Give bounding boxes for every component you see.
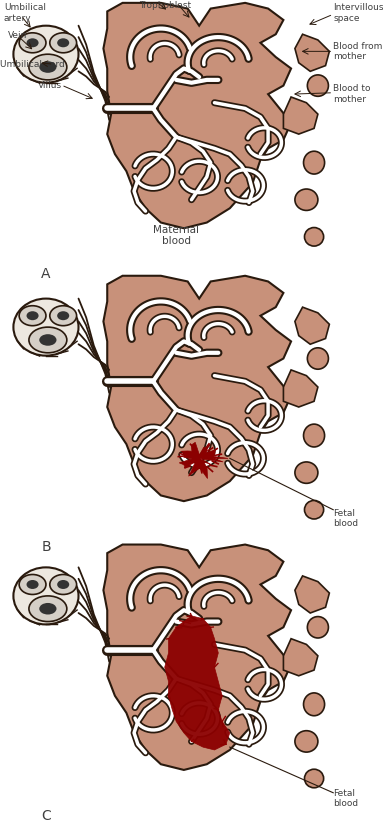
Ellipse shape [295,462,318,483]
Text: Blood to
mother: Blood to mother [333,84,371,104]
Text: Villus: Villus [38,81,62,90]
Polygon shape [295,576,329,613]
Polygon shape [283,370,318,407]
Text: Umbilical cord: Umbilical cord [0,60,65,69]
Polygon shape [179,442,228,479]
Polygon shape [283,638,318,676]
Polygon shape [295,34,329,71]
Ellipse shape [13,567,79,624]
Ellipse shape [295,731,318,752]
Text: A: A [41,267,51,281]
Polygon shape [103,2,291,228]
Ellipse shape [39,334,57,346]
Polygon shape [283,97,318,134]
Ellipse shape [295,189,318,210]
Ellipse shape [50,33,77,53]
Ellipse shape [307,348,329,369]
Ellipse shape [13,26,79,83]
Text: Vein: Vein [8,31,27,41]
Ellipse shape [303,424,325,447]
Ellipse shape [26,580,39,589]
Ellipse shape [57,311,69,320]
Ellipse shape [304,500,324,519]
Text: Blood from
mother: Blood from mother [333,41,383,61]
Ellipse shape [50,306,77,326]
Ellipse shape [29,55,67,80]
Ellipse shape [50,575,77,595]
Ellipse shape [57,38,69,47]
Ellipse shape [303,693,325,715]
Text: Fetal
blood: Fetal blood [333,789,358,808]
Ellipse shape [13,299,79,356]
Ellipse shape [307,617,329,638]
Ellipse shape [19,33,46,53]
Ellipse shape [304,227,324,246]
Ellipse shape [29,327,67,353]
Polygon shape [165,616,230,750]
Ellipse shape [19,575,46,595]
Text: Intervillous
space: Intervillous space [333,3,383,22]
Ellipse shape [29,596,67,622]
Polygon shape [103,544,291,770]
Ellipse shape [57,580,69,589]
Ellipse shape [26,311,39,320]
Ellipse shape [39,61,57,73]
Ellipse shape [39,603,57,614]
Text: Trophoblast: Trophoblast [139,2,191,11]
Text: Fetal
blood: Fetal blood [333,509,358,528]
Text: B: B [41,540,51,554]
Text: Maternal
blood: Maternal blood [153,225,199,246]
Text: C: C [41,809,51,823]
Polygon shape [295,307,329,344]
Ellipse shape [26,38,39,47]
Ellipse shape [307,75,329,96]
Ellipse shape [304,769,324,788]
Ellipse shape [19,306,46,326]
Polygon shape [103,275,291,501]
Ellipse shape [303,151,325,174]
Text: Umbilical
artery: Umbilical artery [4,3,46,22]
